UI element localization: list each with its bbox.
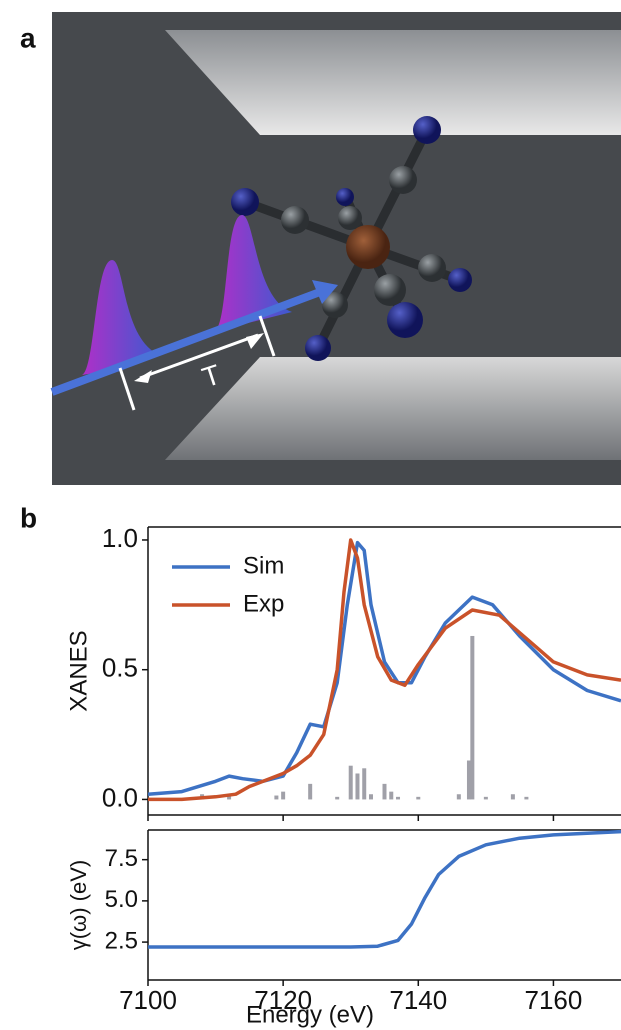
stick [382,783,387,800]
legend-label: Sim [243,552,284,579]
y-tick-label: 5.0 [105,886,138,913]
stick [416,796,421,800]
y-tick-label: 7.5 [105,845,138,872]
stick [308,783,313,800]
stick [355,773,360,800]
stick [274,795,279,800]
stick [483,796,488,800]
stick [389,791,394,800]
stick [396,796,401,800]
stick [466,760,471,800]
stick [348,765,353,800]
legend-label: Exp [243,590,284,617]
series-line [148,538,621,802]
series-line [147,540,621,796]
y-axis-label: γ(ω) (eV) [66,860,91,951]
x-tick-label: 7160 [525,985,583,1015]
illustration: T [50,12,621,485]
stick [335,796,340,800]
x-tick-label: 7120 [254,985,312,1015]
y-axis-label: XANES [65,630,92,711]
x-axis-label: Energy (eV) [246,1001,374,1028]
y-tick-label: 0.0 [102,782,138,812]
stick [456,794,461,800]
stick [281,791,286,800]
y-tick-label: 2.5 [105,927,138,954]
y-tick-label: 0.5 [102,653,138,683]
stick [470,635,475,800]
series-line [148,829,621,949]
panel-label: a [20,22,36,53]
stick [362,768,367,800]
stick [227,794,232,800]
stick [368,794,373,800]
stick [524,796,529,800]
x-tick-label: 7100 [119,985,177,1015]
x-tick-label: 7140 [389,985,447,1015]
panel-label: b [20,502,37,533]
y-tick-label: 1.0 [102,523,138,553]
stick [510,794,515,800]
